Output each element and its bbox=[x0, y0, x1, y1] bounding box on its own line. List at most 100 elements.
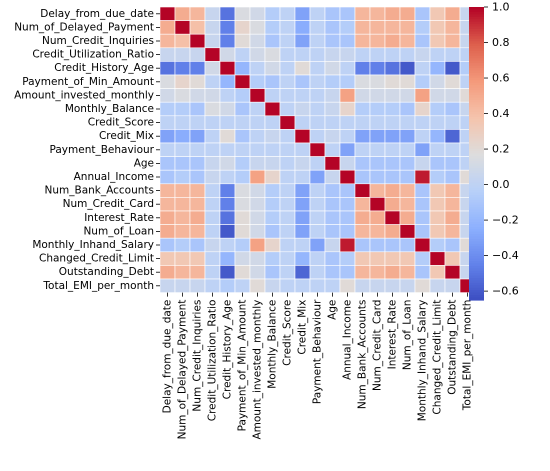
heatmap-cell-19-12 bbox=[339, 265, 356, 280]
heatmap-cell-11-5 bbox=[234, 156, 251, 171]
heatmap-cell-18-18 bbox=[429, 251, 446, 266]
heatmap-cell-3-5 bbox=[234, 47, 251, 62]
heatmap-cell-16-9 bbox=[294, 224, 311, 239]
colorbar-segment bbox=[469, 48, 484, 52]
colorbar-segment bbox=[469, 177, 484, 181]
heatmap-cell-16-2 bbox=[189, 224, 206, 239]
heatmap-cell-7-2 bbox=[189, 101, 206, 117]
heatmap-cell-7-17 bbox=[414, 101, 431, 117]
heatmap-cell-0-19 bbox=[444, 6, 461, 21]
heatmap-cell-15-9 bbox=[294, 210, 311, 225]
colorbar-tick-label: 0.0 bbox=[492, 178, 510, 191]
heatmap-cell-14-15 bbox=[384, 197, 401, 212]
heatmap-cell-7-7 bbox=[264, 101, 281, 117]
heatmap-cell-16-8 bbox=[279, 224, 296, 239]
heatmap-cell-11-7 bbox=[264, 156, 281, 171]
heatmap-cell-19-11 bbox=[324, 265, 341, 280]
heatmap-cell-7-11 bbox=[324, 101, 341, 117]
heatmap-cell-2-3 bbox=[204, 33, 221, 49]
colorbar-segment bbox=[469, 75, 484, 79]
heatmap-cell-3-19 bbox=[444, 47, 461, 62]
heatmap-cell-9-5 bbox=[234, 129, 251, 144]
heatmap-cell-6-10 bbox=[309, 88, 326, 103]
x-tick-label: Interest_Rate bbox=[387, 300, 399, 370]
heatmap-cell-6-13 bbox=[354, 88, 371, 103]
heatmap-cell-7-14 bbox=[369, 101, 386, 117]
heatmap-cell-16-5 bbox=[234, 224, 251, 239]
heatmap-cell-10-4 bbox=[219, 142, 236, 157]
colorbar-tick-label: 1.0 bbox=[492, 1, 510, 14]
colorbar-segment bbox=[469, 292, 484, 296]
heatmap-cell-9-3 bbox=[204, 129, 221, 144]
colorbar-segment bbox=[469, 216, 484, 221]
heatmap-cell-13-11 bbox=[324, 183, 341, 198]
heatmap-cell-2-13 bbox=[354, 33, 371, 49]
colorbar-segment bbox=[469, 170, 484, 174]
y-tick-label: Credit_Score bbox=[88, 117, 154, 129]
heatmap-cell-12-12 bbox=[339, 169, 356, 185]
heatmap-cell-13-9 bbox=[294, 183, 311, 198]
colorbar-segment bbox=[469, 131, 484, 135]
heatmap-cell-3-11 bbox=[324, 47, 341, 62]
heatmap-cell-19-4 bbox=[219, 265, 236, 280]
y-tick-label: Num_Credit_Card bbox=[63, 198, 154, 210]
colorbar-segment bbox=[469, 229, 484, 233]
heatmap-cell-19-7 bbox=[264, 265, 281, 280]
heatmap-cell-4-11 bbox=[324, 61, 341, 76]
y-tick-label: Num_Bank_Accounts bbox=[45, 185, 154, 197]
heatmap-cell-12-0 bbox=[159, 169, 176, 185]
heatmap-cell-13-0 bbox=[159, 183, 176, 198]
heatmap-cell-1-14 bbox=[369, 20, 386, 35]
heatmap-cell-18-11 bbox=[324, 251, 341, 266]
heatmap-cell-8-19 bbox=[444, 115, 461, 130]
heatmap-cell-14-11 bbox=[324, 197, 341, 212]
heatmap-cell-9-19 bbox=[444, 129, 461, 144]
colorbar-segment bbox=[469, 129, 484, 133]
heatmap-cell-3-14 bbox=[369, 47, 386, 62]
heatmap-cell-17-11 bbox=[324, 237, 341, 253]
heatmap-cell-18-3 bbox=[204, 251, 221, 266]
colorbar-segment bbox=[469, 77, 484, 81]
heatmap-cell-19-10 bbox=[309, 265, 326, 280]
heatmap-cell-15-12 bbox=[339, 210, 356, 225]
colorbar-segment bbox=[469, 287, 484, 291]
heatmap-cell-17-4 bbox=[219, 237, 236, 253]
heatmap-cell-12-19 bbox=[444, 169, 461, 185]
heatmap-cell-19-16 bbox=[399, 265, 416, 280]
colorbar-segment bbox=[469, 168, 484, 172]
heatmap-cell-15-3 bbox=[204, 210, 221, 225]
heatmap-cell-18-5 bbox=[234, 251, 251, 266]
heatmap-cell-9-9 bbox=[294, 129, 311, 144]
heatmap-cell-20-6 bbox=[249, 278, 266, 293]
heatmap-cell-10-15 bbox=[384, 142, 401, 157]
heatmap-cell-5-11 bbox=[324, 74, 341, 89]
heatmap-cell-13-6 bbox=[249, 183, 266, 198]
heatmap-cell-12-8 bbox=[279, 169, 296, 185]
heatmap-cell-10-5 bbox=[234, 142, 251, 157]
heatmap-cell-16-6 bbox=[249, 224, 266, 239]
colorbar-segment bbox=[469, 31, 484, 35]
heatmap-cell-12-7 bbox=[264, 169, 281, 185]
heatmap-cell-16-7 bbox=[264, 224, 281, 239]
heatmap-cell-7-5 bbox=[234, 101, 251, 117]
heatmap-cell-18-10 bbox=[309, 251, 326, 266]
y-tick-label: Delay_from_due_date bbox=[40, 8, 154, 20]
colorbar-segment bbox=[469, 94, 484, 98]
heatmap-cell-9-18 bbox=[429, 129, 446, 144]
colorbar: −0.6 −0.4 −0.2 0.0 0.2 0.4 0.6 0.8 1.0 bbox=[469, 1, 519, 301]
heatmap-cell-3-13 bbox=[354, 47, 371, 62]
y-tick-label: Credit_History_Age bbox=[54, 62, 154, 74]
heatmap-cell-0-18 bbox=[429, 6, 446, 21]
colorbar-segment bbox=[469, 90, 484, 94]
colorbar-segment bbox=[469, 107, 484, 111]
heatmap-cell-14-0 bbox=[159, 197, 176, 212]
heatmap-cell-16-13 bbox=[354, 224, 371, 239]
heatmap-cell-11-15 bbox=[384, 156, 401, 171]
colorbar-segment bbox=[469, 82, 484, 86]
colorbar-segment bbox=[469, 231, 484, 235]
colorbar-segment bbox=[469, 295, 484, 299]
x-tick-label: Num_Bank_Accounts bbox=[357, 300, 369, 409]
heatmap-cell-5-18 bbox=[429, 74, 446, 89]
colorbar-tick-label: 0.2 bbox=[492, 143, 510, 156]
heatmap-cell-18-8 bbox=[279, 251, 296, 266]
